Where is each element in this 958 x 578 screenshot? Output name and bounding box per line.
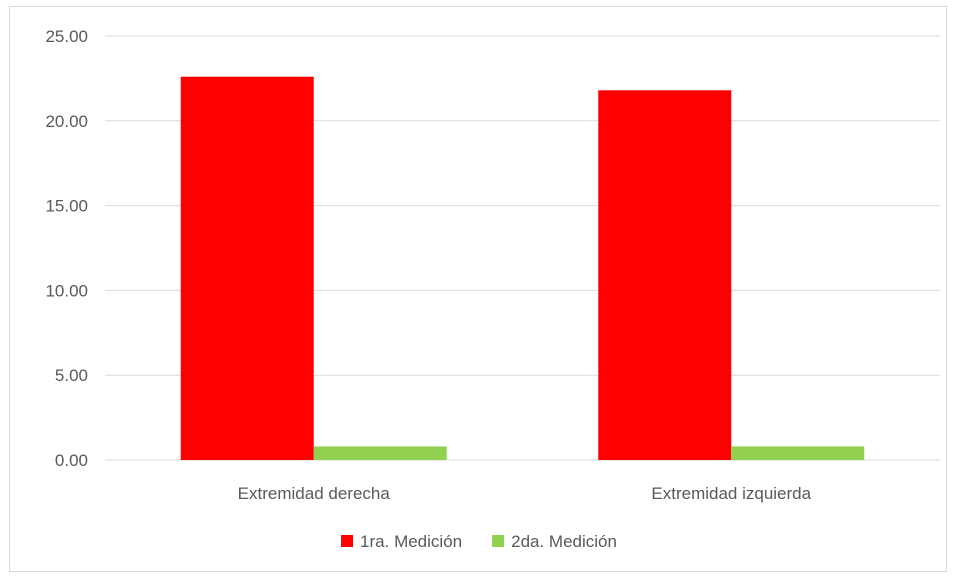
legend-swatch bbox=[492, 535, 505, 547]
y-axis-tick-labels: 0.00 5.00 10.00 15.00 20.00 25.00 bbox=[45, 27, 88, 470]
y-tick-label: 5.00 bbox=[55, 366, 88, 385]
legend-swatch bbox=[341, 535, 354, 547]
bars bbox=[180, 76, 865, 460]
legend: 1ra. Medición 2da. Medición bbox=[341, 532, 617, 551]
chart-area bbox=[9, 6, 947, 572]
y-tick-label: 20.00 bbox=[45, 112, 88, 131]
x-tick-label: Extremidad derecha bbox=[238, 484, 391, 503]
x-tick-label: Extremidad izquierda bbox=[651, 484, 811, 503]
y-tick-label: 15.00 bbox=[45, 197, 88, 216]
legend-label: 2da. Medición bbox=[511, 532, 617, 551]
y-tick-label: 0.00 bbox=[55, 451, 88, 470]
bar-1-1 bbox=[180, 76, 314, 460]
y-tick-label: 10.00 bbox=[45, 281, 88, 300]
bar-1-2 bbox=[598, 90, 732, 460]
legend-label: 1ra. Medición bbox=[360, 532, 462, 551]
bar-2-1 bbox=[313, 446, 447, 460]
y-tick-label: 25.00 bbox=[45, 27, 88, 46]
x-axis-tick-labels: Extremidad derecha Extremidad izquierda bbox=[238, 484, 812, 503]
bar-2-2 bbox=[731, 446, 865, 460]
